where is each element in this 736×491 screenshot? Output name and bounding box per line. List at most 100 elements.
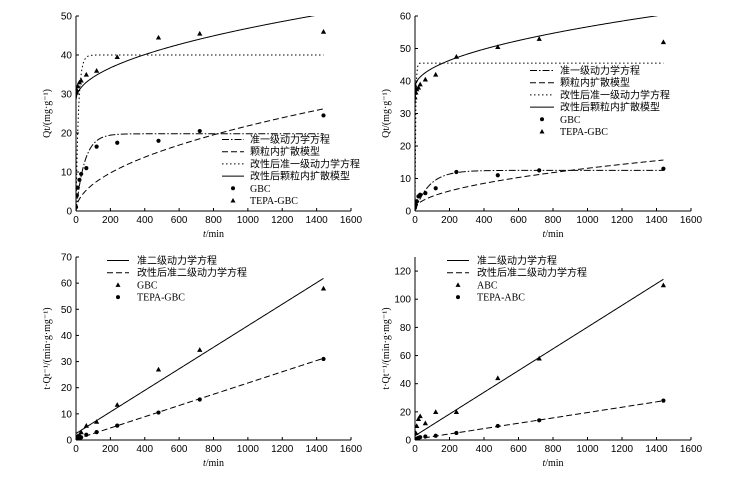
y-axis-label: Qt/(mg·g⁻¹) — [42, 89, 53, 138]
data-point-abc — [660, 282, 667, 288]
fit-curve-2 — [415, 159, 664, 210]
data-point-abc — [417, 413, 423, 419]
data-point-gbc — [415, 202, 418, 207]
x-tick-label: 1400 — [306, 215, 329, 226]
y-tick-label: 20 — [61, 129, 73, 140]
x-tick-label: 800 — [205, 444, 222, 455]
legend-marker — [455, 282, 461, 287]
data-point-gbc — [76, 185, 80, 190]
y-tick-label: 30 — [400, 109, 412, 120]
y-tick-label: 60 — [400, 12, 412, 23]
legend-marker — [230, 198, 236, 203]
y-tick-label: 10 — [61, 168, 73, 179]
y-axis-label: Qt/(mg·g⁻¹) — [381, 89, 392, 138]
fit-curve-1 — [76, 133, 324, 211]
data-point-tepa-gbc — [156, 410, 161, 415]
data-point-tepa-gbc — [197, 30, 203, 36]
data-point-gbc — [197, 347, 203, 352]
y-tick-label: 20 — [400, 407, 412, 418]
data-point-tepa-gbc — [114, 54, 120, 60]
legend-label: 改性后准二级动力学方程 — [137, 266, 247, 279]
legend-marker — [456, 295, 460, 300]
data-point-gbc — [418, 192, 423, 197]
y-axis-label: t·Qt⁻¹/(min·g·mg⁻¹) — [42, 307, 53, 389]
y-tick-label: 60 — [61, 279, 73, 290]
legend-label: 颗粒内扩散模型 — [250, 145, 320, 158]
legend-marker — [540, 117, 544, 122]
data-point-gbc — [433, 186, 438, 191]
data-point-gbc — [495, 173, 500, 178]
x-tick-label: 1000 — [576, 215, 599, 226]
x-tick-label: 1400 — [645, 444, 668, 455]
data-point-tepa-gbc — [76, 83, 81, 89]
x-tick-label: 1600 — [340, 215, 363, 226]
y-tick-label: 40 — [61, 51, 73, 62]
y-tick-label: 50 — [400, 44, 412, 55]
chart-panel-4: 0 200 400 600 800 1000 1200 1400 1600 0 20 40 60 80 10… — [381, 254, 703, 469]
x-tick-label: 400 — [476, 444, 493, 455]
x-tick-label: 400 — [136, 444, 153, 455]
fit-curve-3 — [76, 54, 324, 211]
data-point-tepa-gbc — [115, 423, 120, 428]
data-point-tepa-gbc — [94, 67, 100, 73]
legend-label: ABC — [477, 280, 498, 291]
legend-label: 准一级动力学方程 — [250, 133, 330, 146]
data-point-gbc — [76, 193, 79, 198]
x-tick-label: 1000 — [576, 444, 599, 455]
legend: 准一级动力学方程颗粒内扩散模型改性后准一级动力学方程改性后颗粒内扩散模型GBCT… — [222, 133, 360, 207]
x-tick-label: 800 — [545, 444, 562, 455]
data-point-gbc — [537, 168, 542, 173]
y-tick-label: 0 — [66, 436, 72, 447]
data-point-tepa-gbc — [94, 430, 99, 435]
legend-label: 改性后准一级动力学方程 — [560, 88, 670, 101]
data-point-abc — [422, 420, 428, 426]
legend-label: 准一级动力学方程 — [560, 64, 640, 77]
data-point-abc — [415, 423, 420, 429]
y-tick-label: 40 — [400, 77, 412, 88]
x-axis-label: t/min — [542, 229, 563, 240]
y-tick-label: 60 — [400, 351, 412, 362]
fit-curve-3 — [415, 62, 664, 211]
x-tick-label: 1000 — [237, 215, 260, 226]
x-tick-label: 200 — [102, 444, 119, 455]
legend-label: 改性后准一级动力学方程 — [250, 157, 360, 170]
legend-label: TEPA-GBC — [137, 293, 185, 304]
data-point-gbc — [84, 166, 89, 171]
y-tick-label: 20 — [61, 383, 73, 394]
data-point-tepa-abc — [661, 398, 666, 403]
x-tick-label: 1600 — [340, 444, 363, 455]
data-point-tepa-gbc — [453, 54, 460, 59]
fit-curve-4 — [76, 16, 316, 100]
data-point-tepa-gbc — [415, 84, 422, 90]
data-point-tepa-abc — [433, 433, 438, 438]
legend: 准一级动力学方程颗粒内扩散模型改性后准一级动力学方程改性后颗粒内扩散模型GBCT… — [530, 64, 670, 138]
data-point-abc — [415, 430, 419, 436]
x-tick-label: 1400 — [645, 215, 668, 226]
x-tick-label: 400 — [136, 215, 153, 226]
data-point-tepa-abc — [418, 435, 423, 440]
y-tick-label: 70 — [61, 253, 73, 264]
legend-label: TEPA-GBC — [250, 196, 298, 207]
data-point-abc — [415, 416, 422, 421]
y-tick-label: 30 — [61, 357, 73, 368]
data-point-tepa-abc — [537, 418, 542, 423]
legend-label: 准二级动力学方程 — [477, 254, 557, 267]
y-tick-label: 0 — [405, 207, 411, 218]
legend-label: TEPA-GBC — [560, 127, 608, 138]
x-tick-label: 0 — [73, 444, 79, 455]
y-axis-label: t·Qt⁻¹/(min·g·mg⁻¹) — [381, 307, 392, 389]
data-point-gbc — [415, 199, 419, 204]
y-tick-label: 80 — [400, 323, 412, 334]
legend-label: 颗粒内扩散模型 — [560, 76, 630, 89]
y-tick-label: 40 — [61, 331, 73, 342]
data-point-tepa-gbc — [415, 94, 418, 100]
y-tick-label: 0 — [66, 207, 72, 218]
chart-panel-1: 0 200 400 600 800 1000 1200 1400 1600 0 10 20 30 40 50… — [42, 12, 363, 241]
legend-marker — [116, 295, 120, 300]
x-tick-label: 1400 — [306, 444, 329, 455]
y-tick-label: 50 — [61, 12, 73, 23]
y-tick-label: 120 — [394, 267, 411, 278]
x-tick-label: 600 — [510, 215, 527, 226]
data-point-gbc — [321, 113, 326, 118]
